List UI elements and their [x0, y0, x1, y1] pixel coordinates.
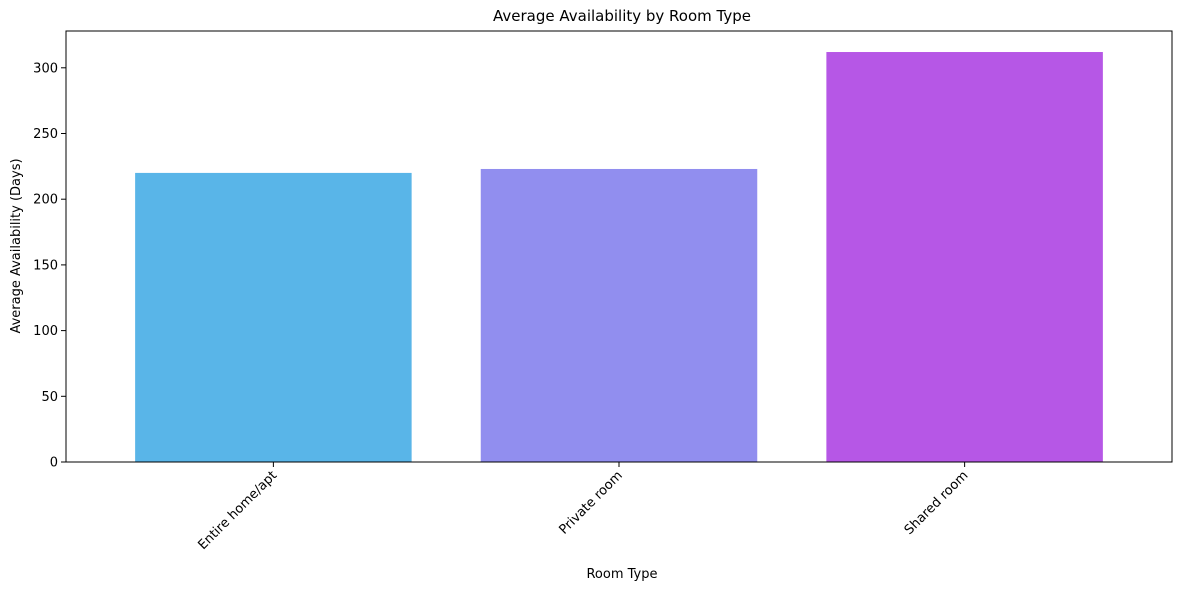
y-tick-label: 150	[33, 258, 58, 273]
x-axis-label: Room Type	[586, 567, 657, 582]
bar-shared-room	[826, 52, 1103, 463]
y-tick-label: 50	[41, 390, 58, 405]
y-tick-label: 200	[33, 193, 58, 208]
y-tick-label: 300	[33, 61, 58, 76]
y-tick-label: 0	[50, 456, 58, 471]
y-axis-label: Average Availability (Days)	[9, 158, 24, 333]
x-tick-label: Shared room	[902, 468, 972, 538]
x-axis: Entire home/apt Private room Shared room	[195, 462, 971, 553]
bar-private-room	[480, 168, 758, 462]
bars-layer	[135, 52, 1103, 463]
bar-entire-home-apt	[135, 172, 412, 463]
y-tick-label: 100	[33, 324, 58, 339]
y-axis: 0 50 100 150 200 250 300	[33, 61, 66, 471]
x-tick-label: Entire home/apt	[195, 468, 280, 553]
x-tick-label: Private room	[556, 468, 625, 537]
chart-title: Average Availability by Room Type	[493, 7, 751, 25]
plot-frame	[65, 30, 1173, 463]
y-tick-label: 250	[33, 127, 58, 142]
